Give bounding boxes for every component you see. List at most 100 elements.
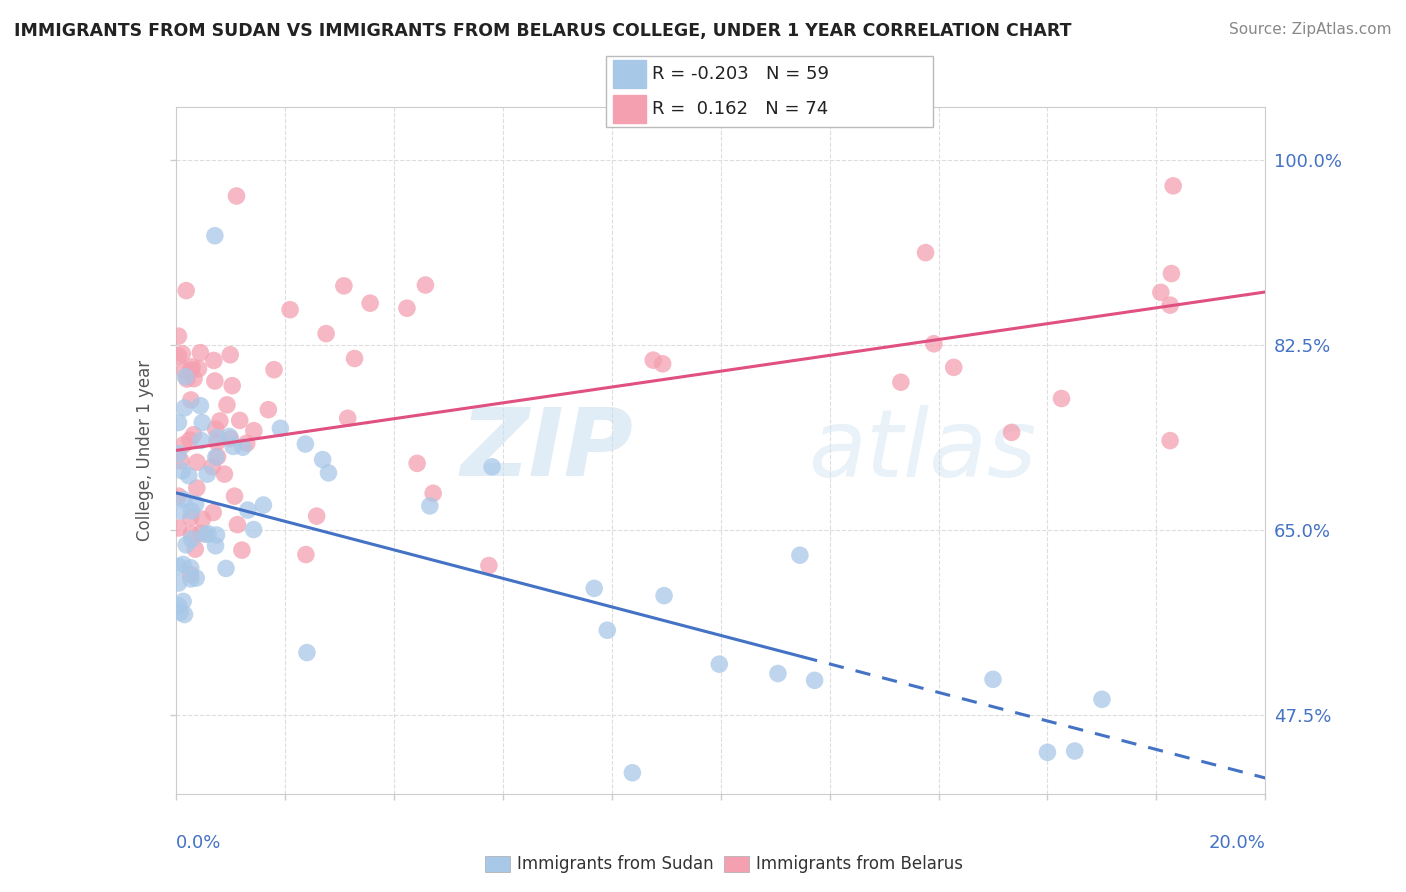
Point: [1159, 298, 1181, 312]
Point: [167, 489, 190, 503]
Point: [197, 526, 219, 541]
Point: [218, 429, 240, 443]
Point: [232, 440, 254, 454]
Point: [1050, 392, 1073, 406]
Point: [180, 510, 202, 524]
Text: Immigrants from Sudan: Immigrants from Sudan: [517, 855, 714, 873]
Point: [890, 375, 912, 389]
Point: [1161, 178, 1184, 193]
Point: [167, 416, 190, 430]
Point: [583, 582, 606, 596]
Point: [179, 433, 201, 447]
Point: [214, 467, 236, 482]
Point: [173, 401, 195, 415]
Point: [709, 657, 731, 672]
Point: [202, 353, 225, 368]
Point: [205, 528, 228, 542]
Point: [176, 372, 198, 386]
Bar: [613, 61, 645, 87]
Point: [184, 497, 207, 511]
Point: [481, 459, 503, 474]
Point: [190, 399, 212, 413]
Point: [174, 284, 197, 298]
Point: [219, 432, 242, 446]
Point: [167, 576, 190, 591]
Point: [167, 559, 190, 574]
Point: [257, 402, 280, 417]
Point: [180, 392, 202, 407]
Point: [172, 558, 194, 572]
Point: [652, 589, 675, 603]
Point: [174, 538, 197, 552]
Point: [621, 765, 644, 780]
Point: [172, 464, 194, 478]
Point: [183, 427, 205, 442]
Point: [651, 357, 673, 371]
Point: [643, 353, 665, 368]
Point: [180, 572, 202, 586]
Point: [173, 438, 195, 452]
Point: [406, 456, 429, 470]
Point: [225, 189, 247, 203]
Point: [789, 548, 811, 562]
Point: [174, 369, 197, 384]
Point: [235, 436, 257, 450]
Point: [191, 416, 214, 430]
Point: [359, 296, 381, 310]
Point: [295, 646, 318, 660]
Point: [336, 411, 359, 425]
Point: [252, 498, 274, 512]
Point: [169, 606, 191, 620]
Point: [1150, 285, 1173, 300]
Point: [173, 492, 195, 507]
Point: [243, 424, 266, 438]
Point: [1159, 434, 1181, 448]
Point: [180, 533, 202, 547]
Point: [981, 673, 1004, 687]
Point: [167, 521, 190, 535]
Y-axis label: College, Under 1 year: College, Under 1 year: [136, 359, 155, 541]
Point: [177, 468, 200, 483]
Point: [167, 599, 190, 613]
Point: [215, 398, 238, 412]
Point: [1000, 425, 1022, 440]
Point: [1160, 267, 1182, 281]
Point: [231, 543, 253, 558]
Point: [219, 348, 242, 362]
Text: Immigrants from Belarus: Immigrants from Belarus: [756, 855, 963, 873]
Point: [914, 245, 936, 260]
Point: [204, 228, 226, 243]
Text: 20.0%: 20.0%: [1209, 834, 1265, 852]
Point: [1091, 692, 1114, 706]
Point: [596, 624, 619, 638]
Point: [305, 509, 328, 524]
Point: [170, 454, 193, 468]
Point: [204, 450, 226, 464]
Point: [172, 594, 194, 608]
Bar: [613, 95, 645, 122]
Point: [922, 336, 945, 351]
Point: [201, 459, 224, 474]
Text: R = -0.203   N = 59: R = -0.203 N = 59: [652, 65, 830, 83]
Point: [190, 345, 212, 359]
Point: [167, 447, 190, 461]
Text: atlas: atlas: [807, 405, 1036, 496]
Text: 0.0%: 0.0%: [176, 834, 221, 852]
Point: [422, 486, 444, 500]
Point: [180, 527, 202, 541]
Point: [419, 499, 441, 513]
Point: [172, 347, 194, 361]
Point: [170, 504, 193, 518]
Point: [295, 548, 318, 562]
Point: [294, 437, 316, 451]
Point: [236, 503, 259, 517]
Point: [195, 467, 218, 482]
Point: [226, 517, 249, 532]
Point: [180, 567, 202, 582]
Point: [278, 302, 301, 317]
Point: [167, 349, 190, 363]
Point: [184, 542, 207, 557]
Point: [215, 561, 238, 575]
Point: [1063, 744, 1085, 758]
Point: [167, 329, 190, 343]
